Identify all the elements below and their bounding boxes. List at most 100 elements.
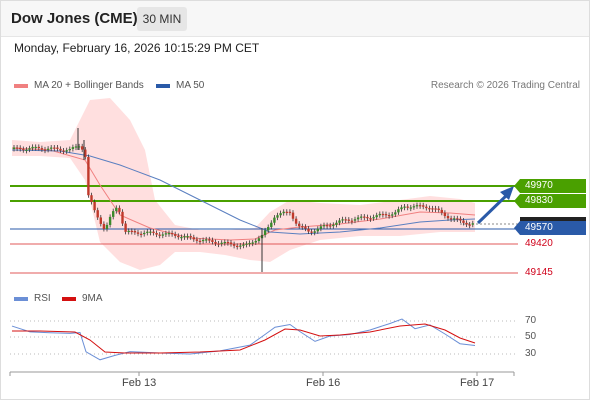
candle-body: [84, 149, 87, 158]
candle-body: [81, 146, 84, 150]
candle-body: [229, 242, 233, 245]
candle-body: [108, 216, 112, 225]
label-tip-pivot: [514, 221, 520, 235]
candle-body: [174, 234, 177, 236]
candle-body: [242, 244, 245, 246]
candle-body: [350, 220, 354, 222]
candle-body: [394, 212, 397, 215]
candle-body: [267, 227, 270, 231]
candle-body: [332, 224, 335, 227]
candle-body: [152, 231, 155, 233]
candle-body: [366, 217, 369, 219]
candle-body: [77, 146, 81, 148]
arrow-head-icon: [500, 186, 514, 200]
candle-body: [288, 211, 292, 213]
candle-body: [93, 202, 96, 211]
candle-body: [384, 214, 388, 216]
ma50-line: [11, 149, 476, 235]
instrument-title: Dow Jones (CME): [11, 10, 138, 27]
legend-rsi-ma-label: 9MA: [82, 293, 103, 304]
candle-body: [428, 208, 431, 210]
candle-body: [282, 211, 285, 214]
price-label-current: 49570: [520, 221, 586, 235]
candle-body: [99, 217, 102, 224]
candle-body: [12, 147, 16, 149]
candle-body: [22, 149, 25, 151]
candle-body: [403, 206, 406, 208]
label-tip-r2: [514, 194, 520, 208]
candle-body: [19, 147, 22, 150]
candle-body: [375, 215, 378, 218]
candle-body: [46, 148, 50, 150]
candle-body: [254, 240, 257, 243]
candle-body: [133, 231, 137, 233]
label-tip-r1: [514, 179, 520, 193]
candle-body: [409, 207, 412, 209]
candle-body: [195, 239, 199, 241]
candle-body: [319, 226, 323, 229]
rsi-level-30: 30: [525, 348, 537, 359]
candle-body: [270, 222, 273, 228]
candle-body: [360, 216, 363, 218]
candle-body: [381, 213, 385, 216]
candle-body: [74, 146, 78, 148]
candle-body: [177, 235, 180, 238]
x-label-feb17: Feb 17: [460, 377, 495, 389]
candle-body: [34, 146, 37, 149]
chart-header: Dow Jones (CME) 30 MIN: [0, 0, 590, 37]
datetime-label: Monday, February 16, 2026 10:15:29 PM CE…: [14, 41, 260, 55]
candle-body: [400, 207, 403, 210]
candle-body: [180, 237, 183, 239]
candle-body: [59, 148, 62, 151]
candle-body: [304, 226, 307, 229]
candle-body: [412, 206, 416, 208]
candle-body: [201, 239, 205, 242]
candle-body: [276, 215, 279, 218]
candle-body: [139, 233, 143, 235]
x-label-feb13: Feb 13: [122, 377, 157, 389]
candle-body: [43, 149, 47, 151]
candle-body: [356, 217, 360, 220]
candle-body: [164, 233, 168, 235]
candle-body: [263, 230, 267, 236]
timeframe-badge[interactable]: 30 MIN: [137, 7, 187, 31]
candle-body: [115, 207, 118, 212]
rsi-level-50: 50: [525, 331, 537, 342]
candle-body: [294, 218, 298, 224]
candle-body: [146, 231, 149, 233]
candle-body: [437, 208, 440, 210]
candle-body: [161, 234, 164, 236]
candle-body: [136, 232, 140, 234]
candle-body: [167, 233, 171, 235]
candle-body: [440, 209, 443, 213]
candle-body: [226, 241, 230, 244]
rsi-line: [11, 318, 476, 361]
candle-body: [208, 239, 211, 241]
legend-rsi-ma: 9MA: [62, 293, 103, 304]
legend-bollinger-label: MA 20 + Bollinger Bands: [34, 80, 144, 91]
candle-body: [456, 218, 459, 220]
x-label-feb16: Feb 16: [306, 377, 341, 389]
candle-body: [124, 223, 127, 232]
candle-body: [422, 205, 425, 207]
rsi-level-70: 70: [525, 315, 537, 326]
candle-body: [223, 241, 226, 244]
candle-body: [462, 220, 465, 223]
candle-body: [347, 219, 350, 221]
candle-body: [211, 240, 214, 242]
candle-body: [183, 236, 186, 238]
candle-body: [279, 213, 282, 216]
candle-body: [68, 148, 71, 151]
candle-body: [40, 148, 44, 150]
candle-body: [257, 238, 261, 241]
candle-body: [205, 239, 208, 241]
candle-body: [291, 212, 295, 219]
candle-body: [387, 215, 391, 217]
candle-body: [341, 219, 344, 221]
candle-body: [406, 206, 409, 208]
candle-body: [232, 244, 236, 246]
candle-body: [446, 216, 450, 219]
last-price-marker: [520, 217, 586, 223]
candle-body: [397, 209, 400, 213]
